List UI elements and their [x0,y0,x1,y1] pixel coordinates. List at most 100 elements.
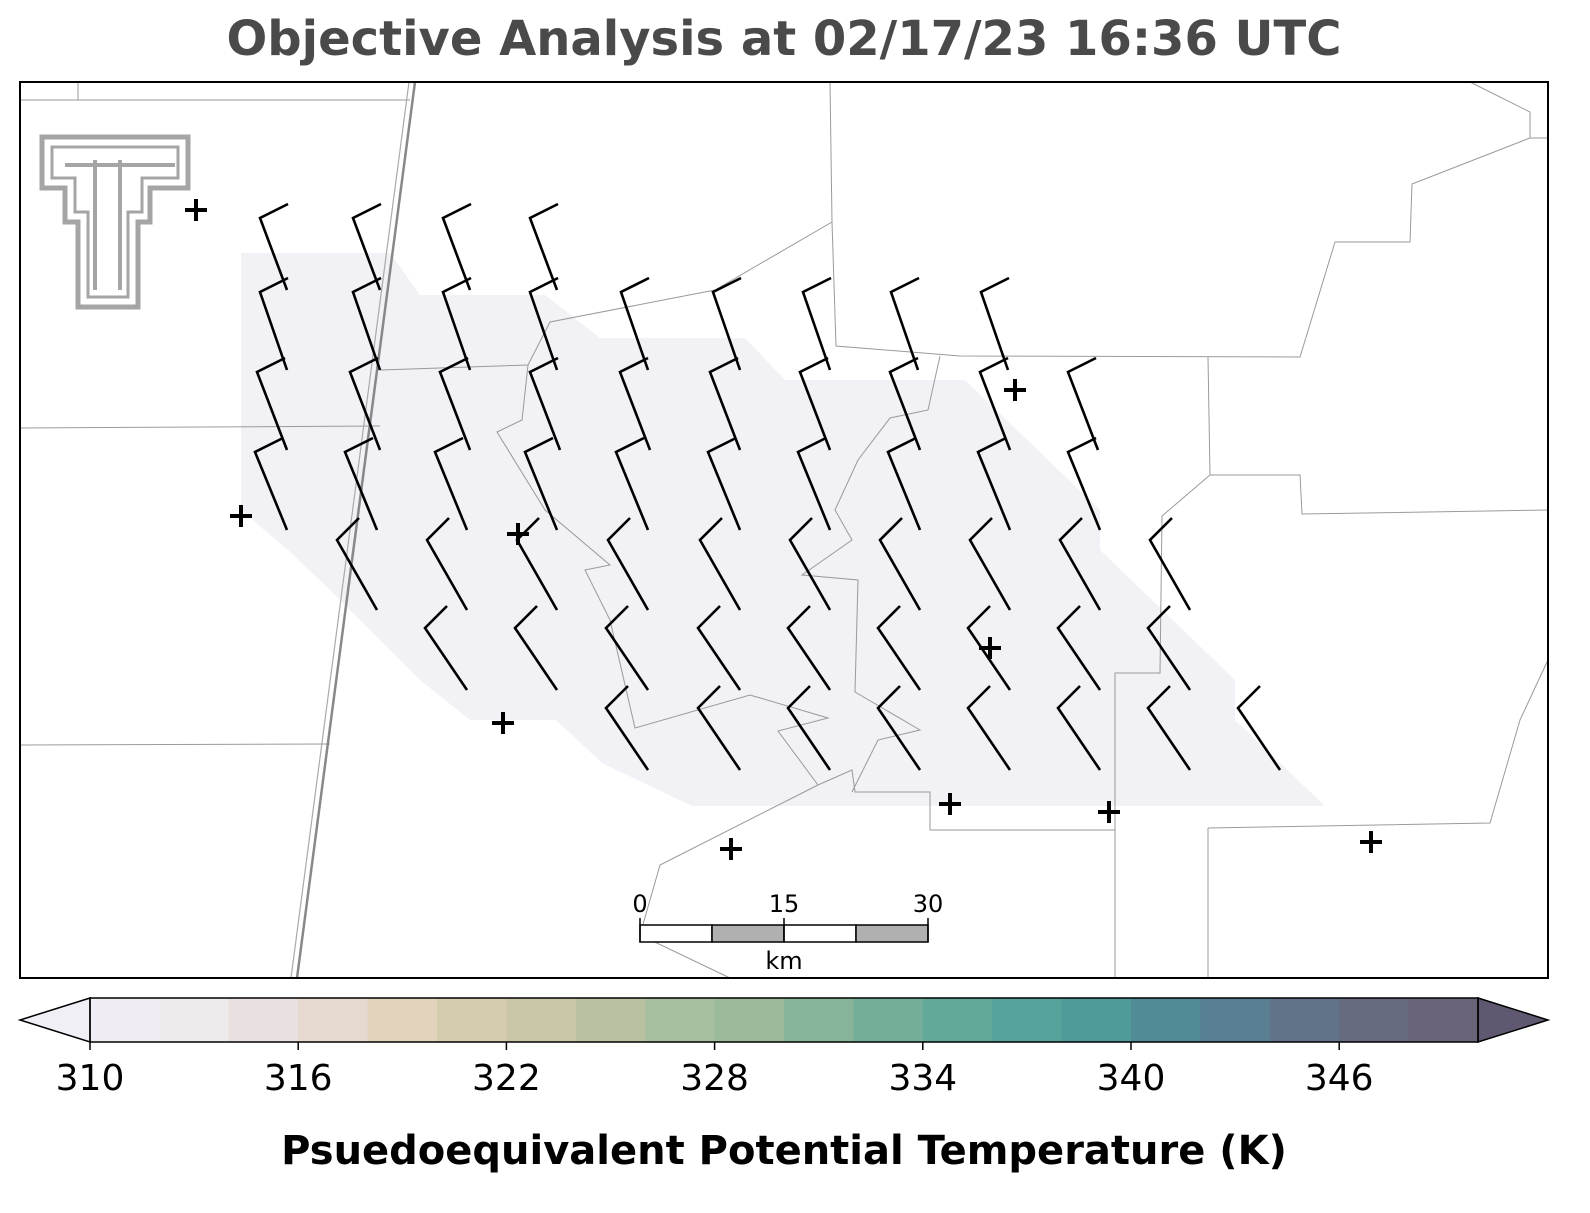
wind-barb [614,436,650,531]
wind-barb [253,436,289,531]
wind-barb [786,605,832,691]
scale-tick-label: 30 [913,890,944,918]
ttu-logo [39,134,191,310]
station-marker [185,199,207,221]
wind-barb [978,356,1012,451]
wind-barb [798,356,832,451]
colorbar-tick-label: 340 [1097,1058,1166,1099]
wind-barb [876,685,922,771]
colorbar-bin [714,998,785,1042]
scale-tick-label: 0 [632,890,647,918]
map: km 0 15 30 [19,81,1549,979]
wind-barb [876,605,922,691]
wind-barb [1066,356,1100,451]
wind-barb [1066,436,1102,531]
wind-barb [878,517,922,611]
colorbar-tick-label: 310 [56,1058,125,1099]
station-marker [1098,801,1120,823]
wind-barb [258,276,289,371]
wind-barb [513,605,559,691]
wind-barb [976,436,1012,531]
wind-barb [425,517,469,611]
wind-barb [619,276,650,371]
wind-barb [1056,605,1102,691]
scale-tick-label: 15 [769,890,800,918]
wind-barb [528,276,559,371]
colorbar-tick-label: 334 [888,1058,957,1099]
colorbar-tick-label: 322 [472,1058,541,1099]
colorbar-bin [645,998,716,1042]
wind-barb [438,356,472,451]
wind-barb [606,517,650,611]
wind-barb [889,276,920,371]
colorbar-bin [784,998,854,1042]
station-marker [507,523,529,545]
wind-barb [788,517,832,611]
colorbar-extend-under [17,996,91,1044]
wind-barb [786,685,832,771]
colorbar-bin [367,998,438,1042]
colorbar-bin [575,998,646,1042]
wind-barb [523,436,559,531]
colorbar-bin [228,998,299,1042]
wind-barb [258,202,289,291]
colorbar-bin [1131,998,1201,1042]
map-frame [19,81,1549,979]
wind-barb [423,605,469,691]
colorbar-bin [853,998,924,1042]
wind-barb [696,685,742,771]
wind-barb [706,436,742,531]
colorbar-bin [1200,998,1271,1042]
colorbar-bin [1061,998,1132,1042]
wind-barb [711,276,742,371]
wind-barb [968,517,1012,611]
wind-barb [348,356,382,451]
wind-barb [1056,685,1102,771]
colorbar-bin [1269,998,1340,1042]
scale-bar: km 0 15 30 [632,890,943,975]
colorbar-extend-over [1477,996,1551,1044]
stations [185,199,1382,860]
colorbar-bin [437,998,507,1042]
map-title: Objective Analysis at 02/17/23 16:36 UTC [227,11,1342,67]
colorbar-tick-label: 316 [264,1058,333,1099]
wind-barb [343,436,379,531]
colorbar-bin [506,998,577,1042]
station-marker [720,838,742,860]
wind-barb [604,685,650,771]
colorbar-tick-label: 346 [1305,1058,1374,1099]
wind-barb [1146,685,1192,771]
colorbar-bin [992,998,1063,1042]
wind-barb [696,605,742,691]
colorbar-label: Psuedoequivalent Potential Temperature (… [281,1128,1287,1174]
analysis-region [241,253,1325,806]
colorbar-bin [1408,998,1479,1042]
wind-barb [441,202,472,291]
wind-barb [888,356,922,451]
wind-barb [528,356,562,451]
scale-unit: km [765,947,802,975]
colorbar: 310 316 322 328 334 340 346 [17,996,1551,1099]
wind-barb [796,436,832,531]
wind-barb [528,202,559,291]
station-marker [979,637,1001,659]
wind-barb [1058,517,1102,611]
wind-barb [441,276,472,371]
wind-barb [351,202,382,291]
colorbar-bin [298,998,369,1042]
colorbar-frame [89,997,1479,1043]
colorbar-tick-label: 328 [680,1058,749,1099]
wind-barb [255,356,289,451]
wind-barb [1236,685,1282,771]
colorbar-bin [1339,998,1410,1042]
colorbar-bin [159,998,230,1042]
wind-barb [966,685,1012,771]
wind-barb [335,517,379,611]
wind-barb [1148,517,1192,611]
colorbar-bin [90,998,160,1042]
borders [19,81,1549,979]
wind-barb [604,605,650,691]
wind-barb [1146,605,1192,691]
wind-barb [886,436,922,531]
